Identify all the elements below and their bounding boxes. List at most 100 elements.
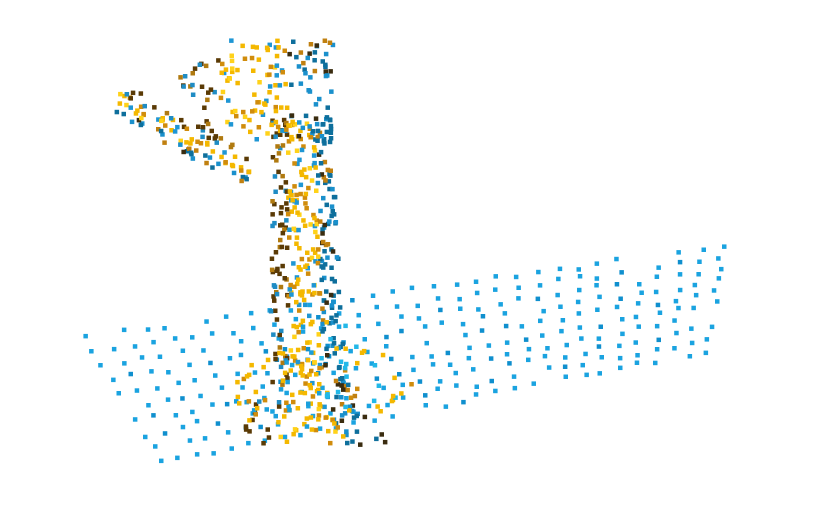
point: [382, 439, 388, 445]
point: [677, 287, 683, 293]
point: [654, 323, 660, 329]
point: [268, 64, 274, 70]
point: [575, 299, 581, 305]
point: [294, 324, 299, 330]
point: [351, 420, 356, 425]
point: [280, 128, 285, 133]
point: [317, 382, 322, 387]
point: [229, 58, 235, 64]
point: [277, 83, 283, 88]
point: [291, 226, 297, 232]
point: [328, 411, 333, 416]
point: [158, 128, 164, 134]
point: [283, 180, 289, 185]
point: [197, 62, 203, 67]
point: [280, 360, 285, 366]
point: [229, 446, 234, 451]
point: [393, 395, 398, 400]
point: [329, 89, 334, 94]
point: [284, 189, 290, 194]
point: [187, 362, 192, 368]
point: [278, 145, 283, 151]
point: [303, 381, 308, 386]
point: [277, 350, 282, 356]
point: [328, 130, 334, 135]
point: [330, 407, 336, 412]
point: [288, 348, 294, 353]
point: [323, 180, 328, 186]
point: [295, 406, 301, 411]
point: [317, 96, 322, 102]
point: [384, 334, 389, 340]
point: [272, 322, 277, 327]
point: [291, 39, 296, 44]
point: [512, 385, 518, 391]
point: [460, 321, 466, 327]
point: [535, 296, 541, 302]
point: [326, 221, 331, 227]
point: [313, 259, 318, 264]
point: [336, 345, 342, 351]
point: [299, 147, 305, 153]
point: [318, 326, 324, 331]
point: [269, 267, 275, 273]
point: [310, 129, 316, 134]
point: [322, 249, 327, 254]
point: [267, 84, 273, 89]
point: [526, 346, 532, 352]
point: [132, 417, 138, 422]
point: [273, 45, 279, 50]
point: [251, 68, 256, 73]
point: [111, 377, 116, 383]
point: [526, 357, 531, 363]
point: [324, 393, 330, 399]
point: [172, 129, 178, 134]
point: [307, 126, 313, 131]
point: [330, 209, 335, 214]
point: [325, 353, 330, 358]
point: [302, 223, 308, 228]
point: [293, 316, 299, 322]
point: [235, 371, 240, 377]
point: [178, 75, 183, 80]
point: [289, 113, 295, 118]
point: [274, 53, 280, 59]
point: [235, 67, 240, 73]
point: [369, 361, 374, 366]
point: [233, 108, 238, 114]
point: [282, 370, 288, 376]
point: [136, 117, 142, 123]
point: [232, 154, 238, 159]
point: [181, 149, 186, 155]
point: [316, 247, 321, 252]
point: [315, 138, 320, 143]
point: [162, 326, 167, 331]
point: [689, 340, 695, 346]
point: [390, 289, 395, 294]
point: [274, 291, 280, 297]
point: [143, 434, 148, 440]
point: [617, 343, 622, 349]
point: [304, 424, 310, 429]
point: [286, 150, 291, 155]
point: [239, 168, 244, 173]
point: [283, 408, 289, 413]
point: [303, 191, 309, 197]
point: [633, 314, 639, 320]
point: [178, 138, 183, 144]
point: [291, 261, 296, 266]
point: [674, 330, 679, 336]
point: [300, 329, 306, 334]
point: [292, 184, 297, 189]
point: [247, 429, 252, 434]
point: [362, 337, 367, 342]
point: [278, 223, 283, 228]
point: [722, 244, 727, 249]
point: [98, 363, 103, 368]
point: [309, 427, 315, 432]
point: [307, 372, 312, 377]
point: [314, 188, 319, 193]
point: [292, 358, 298, 363]
point: [709, 324, 715, 330]
point: [579, 336, 584, 341]
